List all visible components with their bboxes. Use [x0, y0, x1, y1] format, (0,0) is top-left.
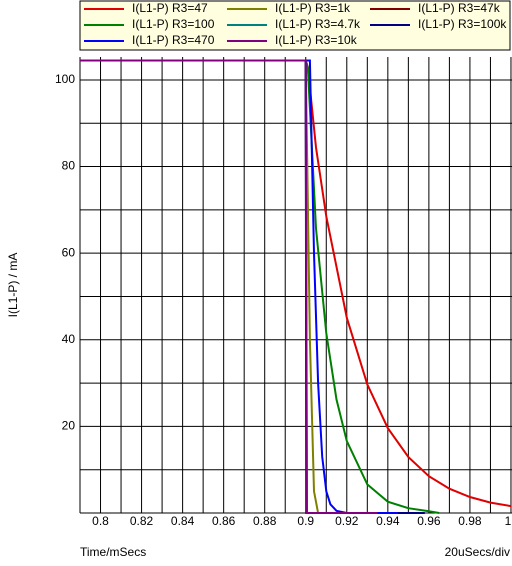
x-tick-label: 0.84 [171, 514, 195, 528]
legend-label: I(L1-P) R3=470 [132, 33, 215, 47]
legend-label: I(L1-P) R3=100 [132, 17, 215, 31]
x-tick-label: 0.92 [335, 514, 359, 528]
y-axis-label: I(L1-P) / mA [6, 253, 20, 318]
legend-label: I(L1-P) R3=47 [132, 1, 208, 15]
x-tick-label: 0.9 [297, 514, 314, 528]
x-tick-label: 0.98 [458, 514, 482, 528]
y-tick-label: 100 [55, 72, 75, 86]
legend-label: I(L1-P) R3=47k [418, 1, 501, 15]
x-tick-label: 1 [505, 514, 512, 528]
series-line [80, 59, 440, 514]
series-line [80, 59, 399, 514]
legend-label: I(L1-P) R3=1k [275, 1, 351, 15]
y-tick-label: 60 [62, 245, 76, 259]
x-tick-label: 0.96 [417, 514, 441, 528]
legend-label: I(L1-P) R3=100k [418, 17, 507, 31]
x-tick-label: 0.94 [376, 514, 400, 528]
x-axis-label: Time/mSecs [80, 545, 146, 559]
legend-label: I(L1-P) R3=4.7k [275, 17, 361, 31]
legend-label: I(L1-P) R3=10k [275, 33, 358, 47]
x-tick-label: 0.88 [253, 514, 277, 528]
y-tick-label: 20 [62, 419, 76, 433]
series-line [80, 59, 378, 514]
y-tick-label: 40 [62, 332, 76, 346]
legend-box [79, 0, 511, 51]
x-scale-label: 20uSecs/div [445, 545, 510, 559]
y-tick-label: 80 [62, 159, 76, 173]
plot-area [80, 57, 512, 513]
x-tick-label: 0.82 [130, 514, 154, 528]
x-tick-label: 0.8 [92, 514, 109, 528]
x-tick-label: 0.86 [212, 514, 236, 528]
